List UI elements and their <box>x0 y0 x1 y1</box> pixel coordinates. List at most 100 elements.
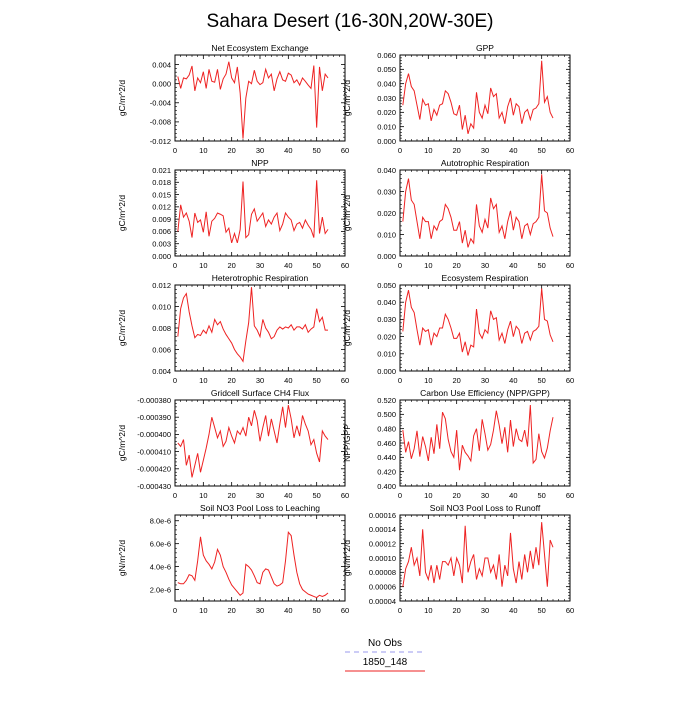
x-tick-label: 20 <box>227 491 235 500</box>
y-tick-label: 0.030 <box>377 187 396 196</box>
x-tick-label: 30 <box>256 146 264 155</box>
x-tick-label: 20 <box>227 606 235 615</box>
x-tick-label: 40 <box>509 376 517 385</box>
x-tick-label: 20 <box>452 491 460 500</box>
y-tick-label: 0.015 <box>152 190 171 199</box>
panels-group: Net Ecosystem Exchange gC/m^2/d 0 10 20 30 40 5… <box>117 43 574 615</box>
panel-title: GPP <box>476 43 494 53</box>
x-tick-label: 10 <box>424 146 432 155</box>
legend-label-no-obs: No Obs <box>368 638 402 649</box>
x-tick-label: 0 <box>173 606 177 615</box>
panel-title: Ecosystem Respiration <box>442 273 529 283</box>
y-axis-label: gC/m^2/d <box>117 80 127 116</box>
y-tick-label: -0.000390 <box>137 413 171 422</box>
y-axis-label: gC/m^2/d <box>117 425 127 461</box>
y-tick-label: 0.400 <box>377 482 396 491</box>
x-tick-label: 10 <box>424 606 432 615</box>
x-tick-label: 0 <box>398 146 402 155</box>
x-tick-label: 60 <box>566 261 574 270</box>
x-tick-label: 0 <box>398 491 402 500</box>
panel-title: NPP <box>251 158 269 168</box>
y-tick-label: 0.010 <box>377 350 396 359</box>
y-tick-label: 0.012 <box>152 281 171 290</box>
y-tick-label: 0.009 <box>152 215 171 224</box>
x-tick-label: 40 <box>284 606 292 615</box>
x-tick-label: 0 <box>398 261 402 270</box>
y-axis-label: gC/m^2/d <box>342 80 352 116</box>
panel-title: Net Ecosystem Exchange <box>211 43 309 53</box>
x-tick-label: 40 <box>284 261 292 270</box>
y-tick-label: 0.040 <box>377 298 396 307</box>
y-axis-label: gN/m^2/d <box>117 540 127 576</box>
x-tick-label: 10 <box>199 376 207 385</box>
x-tick-label: 50 <box>537 376 545 385</box>
x-tick-label: 10 <box>199 261 207 270</box>
y-tick-label: 0.020 <box>377 332 396 341</box>
y-tick-label: 0.020 <box>377 108 396 117</box>
panel-title: Autotrophic Respiration <box>441 158 530 168</box>
y-tick-label: 0.00010 <box>369 554 396 563</box>
x-tick-label: 60 <box>341 376 349 385</box>
y-tick-label: 8.0e-6 <box>150 517 171 526</box>
x-tick-label: 20 <box>452 146 460 155</box>
panel-5: Heterotrophic Respiration gC/m^2/d 0 10 20 30… <box>117 273 349 385</box>
x-tick-label: 60 <box>566 491 574 500</box>
x-tick-label: 20 <box>452 261 460 270</box>
x-tick-label: 50 <box>312 261 320 270</box>
y-tick-label: 0.00012 <box>369 539 396 548</box>
y-tick-label: 0.000 <box>377 252 396 261</box>
panel-title: Heterotrophic Respiration <box>212 273 309 283</box>
x-tick-label: 20 <box>452 606 460 615</box>
series-line <box>402 60 554 134</box>
y-tick-label: 0.050 <box>377 281 396 290</box>
x-tick-label: 50 <box>312 606 320 615</box>
y-axis-label: gC/m^2/d <box>342 195 352 231</box>
x-tick-label: 0 <box>173 146 177 155</box>
y-tick-label: 0.000 <box>152 79 171 88</box>
y-tick-label: 0.006 <box>152 345 171 354</box>
y-tick-label: 0.010 <box>377 122 396 131</box>
panel-title: Soil NO3 Pool Loss to Runoff <box>430 503 541 513</box>
x-tick-label: 60 <box>566 376 574 385</box>
y-tick-label: 0.012 <box>152 203 171 212</box>
y-axis-label: gN/m^2/d <box>342 540 352 576</box>
series-line <box>177 180 329 244</box>
y-tick-label: 0.006 <box>152 227 171 236</box>
y-tick-label: 0.000 <box>377 137 396 146</box>
x-tick-label: 0 <box>173 261 177 270</box>
x-tick-label: 0 <box>173 491 177 500</box>
y-tick-label: -0.000420 <box>137 465 171 474</box>
x-tick-label: 40 <box>509 261 517 270</box>
y-tick-label: 0.010 <box>152 302 171 311</box>
y-tick-label: 0.460 <box>377 439 396 448</box>
panel-9: Soil NO3 Pool Loss to Leaching gN/m^2/d 0 1… <box>117 503 349 615</box>
series-line <box>177 405 329 478</box>
y-tick-label: 0.480 <box>377 424 396 433</box>
y-tick-label: 0.020 <box>377 209 396 218</box>
x-tick-label: 50 <box>537 491 545 500</box>
x-tick-label: 20 <box>227 261 235 270</box>
x-tick-label: 30 <box>256 491 264 500</box>
x-tick-label: 0 <box>398 606 402 615</box>
panel-6: Ecosystem Respiration gC/m^2/d 0 10 20 30 40 50… <box>342 273 574 385</box>
y-tick-label: 0.008 <box>152 324 171 333</box>
panel-4: Autotrophic Respiration gC/m^2/d 0 10 20 30 40… <box>342 158 574 270</box>
x-tick-label: 10 <box>199 491 207 500</box>
x-tick-label: 60 <box>566 606 574 615</box>
y-tick-label: 2.0e-6 <box>150 585 171 594</box>
y-tick-label: 0.004 <box>152 367 171 376</box>
y-tick-label: 0.060 <box>377 51 396 60</box>
x-tick-label: 0 <box>398 376 402 385</box>
y-axis-label: gC/m^2/d <box>117 195 127 231</box>
y-tick-label: 4.0e-6 <box>150 562 171 571</box>
x-tick-label: 10 <box>424 261 432 270</box>
x-tick-label: 50 <box>312 376 320 385</box>
legend-label-1850-148: 1850_148 <box>363 657 408 668</box>
x-tick-label: 10 <box>199 606 207 615</box>
x-tick-label: 30 <box>481 606 489 615</box>
series-line <box>402 174 554 248</box>
x-tick-label: 40 <box>509 491 517 500</box>
y-tick-label: 0.520 <box>377 396 396 405</box>
panel-1: Net Ecosystem Exchange gC/m^2/d 0 10 20 30 40 5… <box>117 43 349 155</box>
x-tick-label: 40 <box>284 146 292 155</box>
